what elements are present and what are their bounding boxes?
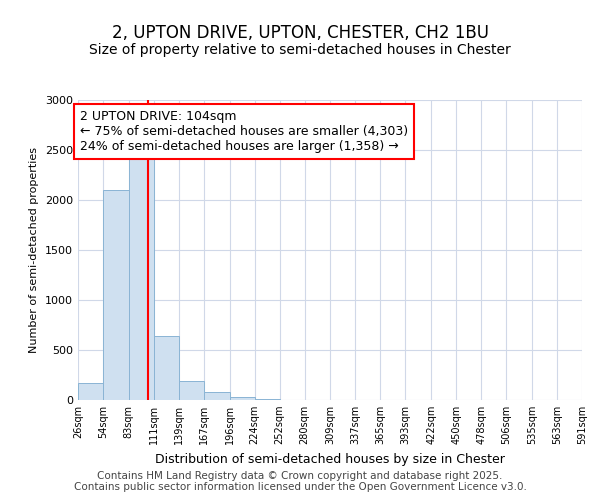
Text: 2, UPTON DRIVE, UPTON, CHESTER, CH2 1BU: 2, UPTON DRIVE, UPTON, CHESTER, CH2 1BU — [112, 24, 488, 42]
Bar — [78, 383, 103, 400]
Bar — [254, 398, 280, 400]
Text: Size of property relative to semi-detached houses in Chester: Size of property relative to semi-detach… — [89, 43, 511, 57]
Bar — [154, 336, 179, 400]
Y-axis label: Number of semi-detached properties: Number of semi-detached properties — [29, 147, 40, 353]
Bar — [129, 157, 154, 400]
Bar — [179, 380, 204, 400]
Text: 2 UPTON DRIVE: 104sqm
← 75% of semi-detached houses are smaller (4,303)
24% of s: 2 UPTON DRIVE: 104sqm ← 75% of semi-deta… — [80, 110, 408, 153]
Bar — [230, 396, 254, 400]
Bar — [103, 190, 129, 400]
Text: Contains HM Land Registry data © Crown copyright and database right 2025.
Contai: Contains HM Land Registry data © Crown c… — [74, 471, 526, 492]
Bar — [204, 392, 230, 400]
X-axis label: Distribution of semi-detached houses by size in Chester: Distribution of semi-detached houses by … — [155, 452, 505, 466]
